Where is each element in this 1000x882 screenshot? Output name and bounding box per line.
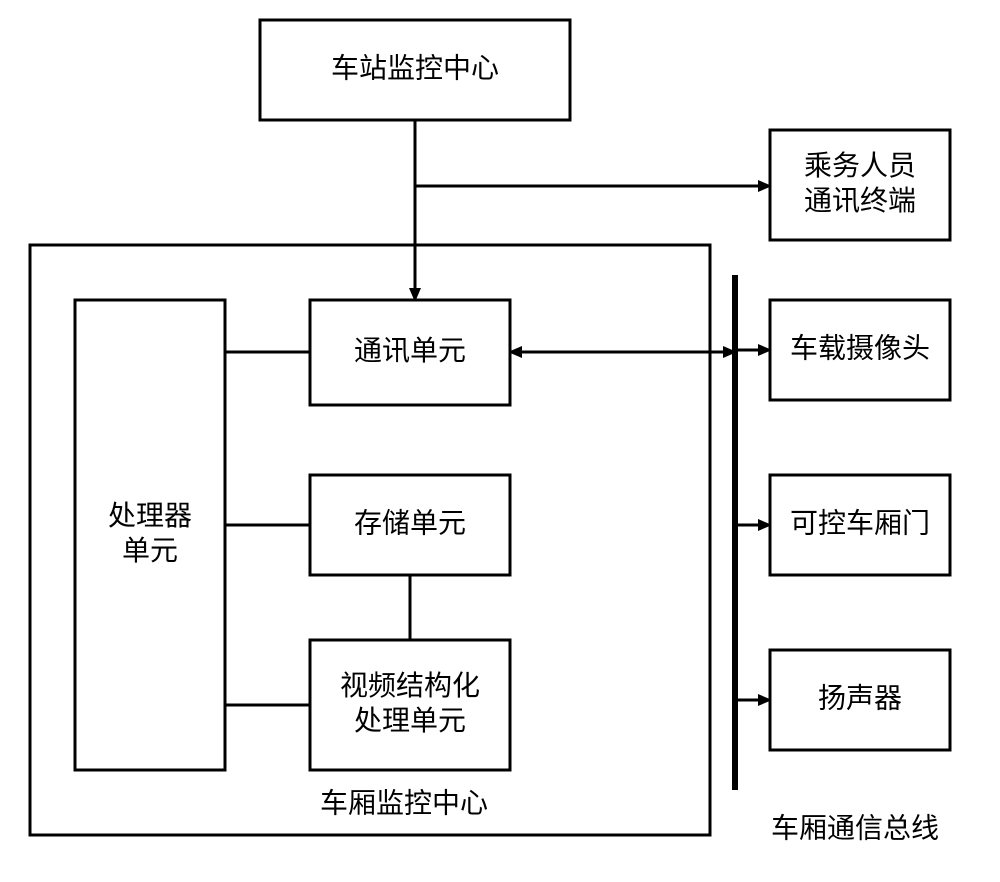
svg-text:车载摄像头: 车载摄像头 — [790, 332, 930, 363]
svg-text:乘务人员: 乘务人员 — [804, 150, 916, 181]
svg-text:处理单元: 处理单元 — [354, 705, 466, 736]
svg-text:车厢监控中心: 车厢监控中心 — [320, 787, 488, 818]
svg-text:视频结构化: 视频结构化 — [340, 670, 480, 701]
svg-text:存储单元: 存储单元 — [354, 507, 466, 538]
svg-text:单元: 单元 — [122, 535, 178, 566]
svg-text:通讯单元: 通讯单元 — [354, 335, 466, 366]
system-diagram: 车厢监控中心车厢通信总线 车站监控中心乘务人员通讯终端处理器单元 通讯单元存储单元视… — [0, 0, 1000, 882]
svg-text:扬声器: 扬声器 — [818, 682, 902, 713]
svg-text:可控车厢门: 可控车厢门 — [790, 507, 930, 538]
svg-text:车厢通信总线: 车厢通信总线 — [771, 812, 939, 843]
svg-text:通讯终端: 通讯终端 — [804, 185, 916, 216]
svg-text:处理器: 处理器 — [108, 500, 192, 531]
svg-text:车站监控中心: 车站监控中心 — [331, 52, 499, 83]
